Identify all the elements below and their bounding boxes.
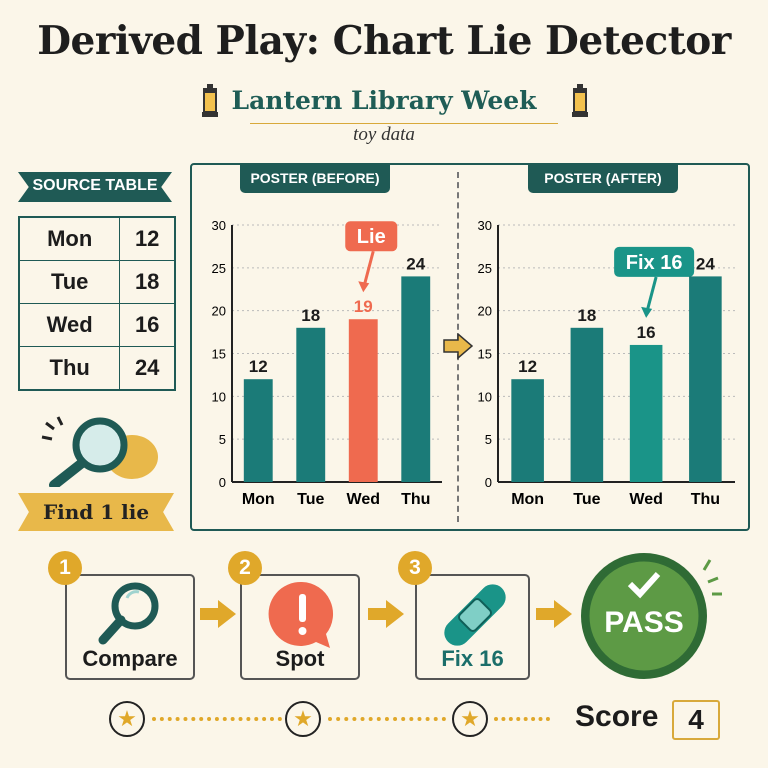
y-tick-label: 15 (212, 347, 226, 362)
y-tick-label: 20 (212, 304, 226, 319)
data-label: 12 (249, 357, 268, 376)
bar-mon (243, 379, 273, 482)
magnifier-icon (98, 582, 159, 645)
alert-bubble-icon (268, 581, 334, 648)
value-cell: 16 (119, 302, 176, 348)
bar-wed (629, 344, 663, 482)
divider (250, 123, 558, 124)
bar-thu (401, 276, 431, 482)
data-label: 24 (406, 254, 425, 273)
step-badge: 2 (228, 551, 262, 585)
callout-arrowhead (358, 281, 370, 293)
poster-panel (190, 163, 750, 531)
progress-dots (152, 717, 282, 721)
bar-tue (296, 327, 326, 482)
y-tick-label: 25 (212, 261, 226, 276)
score-value: 4 (672, 700, 720, 740)
data-note: toy data (353, 124, 415, 145)
step-fix: Fix 16 (415, 574, 530, 680)
y-tick-label: 0 (219, 475, 226, 490)
y-tick-label: 10 (212, 389, 226, 404)
value-cell: 24 (119, 346, 176, 391)
callout-arrowhead (641, 306, 653, 318)
table-row: Thu 24 (18, 346, 176, 391)
callout-box (345, 221, 398, 252)
table-row: Wed 16 (18, 302, 176, 348)
step-label: Compare (82, 646, 178, 671)
source-table: Mon 12 Tue 18 Wed 16 Thu 24 (18, 216, 176, 391)
y-tick-label: 30 (212, 218, 226, 233)
step-label: Spot (275, 646, 325, 671)
x-tick-label: Tue (573, 491, 600, 508)
y-tick-label: 20 (478, 304, 492, 319)
y-tick-label: 10 (478, 389, 492, 404)
day-cell: Tue (18, 259, 121, 305)
bar-wed (348, 319, 378, 482)
y-tick-label: 5 (485, 432, 492, 447)
y-tick-label: 15 (478, 347, 492, 362)
value-cell: 12 (119, 216, 176, 261)
pass-seal: PASS (581, 553, 722, 679)
data-label: 18 (301, 306, 320, 325)
x-tick-label: Wed (347, 491, 380, 508)
table-row: Tue 18 (18, 259, 176, 305)
step-label: Fix 16 (441, 646, 504, 671)
callout-box (614, 246, 695, 277)
step-badge: 1 (48, 551, 82, 585)
bar-tue (570, 327, 604, 482)
chart-title-after: POSTER (AFTER) (528, 163, 678, 193)
chart-after: 0 5 10 15 20 25 30 12 Mon 18 Tue 16 Wed Fix 16 24 Thu (478, 218, 735, 508)
value-cell: 18 (119, 259, 176, 305)
star-icon: ★ (452, 701, 488, 737)
x-tick-label: Mon (242, 491, 275, 508)
step-badge: 3 (398, 551, 432, 585)
page-title: Derived Play: Chart Lie Detector (37, 18, 731, 64)
bandage-icon (444, 584, 506, 646)
bar-thu (689, 276, 722, 482)
x-tick-label: Mon (511, 491, 544, 508)
star-icon: ★ (109, 701, 145, 737)
chart-title-before: POSTER (BEFORE) (240, 163, 390, 193)
y-tick-label: 0 (485, 475, 492, 490)
star-icon: ★ (285, 701, 321, 737)
x-tick-label: Tue (297, 491, 324, 508)
subtitle: Lantern Library Week (231, 86, 537, 115)
lantern-icon (572, 84, 588, 117)
find-lie-banner: Find 1 lie (18, 493, 174, 531)
lantern-icon (202, 84, 218, 117)
chart-before: 0 5 10 15 20 25 30 12 Mon 18 Tue 19 Wed Lie 24 Thu (212, 218, 442, 508)
y-tick-label: 25 (478, 261, 492, 276)
table-row: Mon 12 (18, 216, 176, 261)
x-tick-label: Thu (401, 491, 430, 508)
day-cell: Wed (18, 302, 121, 348)
callout-label: Lie (357, 226, 386, 248)
source-table-banner: SOURCE TABLE (18, 172, 172, 202)
bar-mon (511, 379, 544, 482)
callout-label: Fix 16 (626, 252, 683, 274)
pass-label: PASS (604, 606, 683, 639)
check-icon (627, 571, 661, 599)
day-cell: Thu (18, 346, 121, 391)
data-label: 19 (354, 297, 373, 316)
x-tick-label: Wed (629, 491, 662, 508)
x-tick-label: Thu (691, 491, 720, 508)
score-label: Score (575, 700, 659, 733)
y-tick-label: 30 (478, 218, 492, 233)
data-label: 16 (637, 323, 656, 342)
step-compare: Compare (65, 574, 195, 680)
data-label: 18 (577, 306, 596, 325)
arrow-right-icon (200, 600, 236, 628)
y-tick-label: 5 (219, 432, 226, 447)
magnifier-icon (41, 416, 158, 487)
day-cell: Mon (18, 216, 121, 261)
arrow-right-icon (368, 600, 404, 628)
progress-dots (328, 717, 446, 721)
data-label: 24 (696, 254, 715, 273)
progress-dots (494, 717, 550, 721)
step-spot: Spot (240, 574, 360, 680)
arrow-right-icon (443, 333, 473, 359)
data-label: 12 (518, 357, 537, 376)
arrow-right-icon (536, 600, 572, 628)
